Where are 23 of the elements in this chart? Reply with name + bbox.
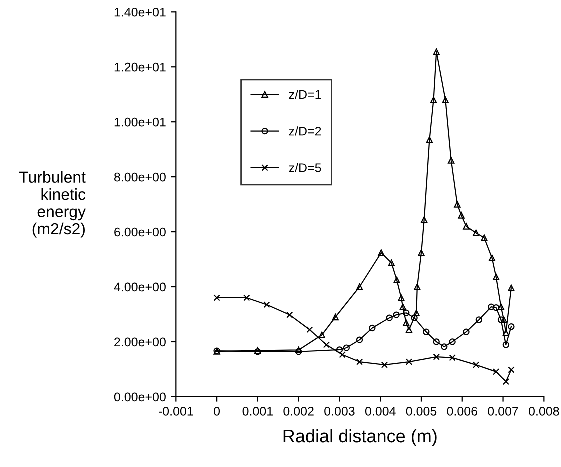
y-tick-label: 2.00e+00 bbox=[114, 338, 166, 347]
x-tick-label: 0.005 bbox=[406, 407, 437, 416]
x-tick-label: 0.002 bbox=[284, 407, 314, 416]
x-tick-label: 0.003 bbox=[324, 407, 355, 416]
y-tick-label: 1.40e+01 bbox=[114, 8, 166, 17]
y-tick-label: 8.00e+00 bbox=[114, 172, 166, 182]
y-tick-label: 0.00e+00 bbox=[114, 392, 166, 402]
x-tick-label: 0.001 bbox=[242, 407, 273, 416]
x-tick-label: -0.001 bbox=[158, 407, 194, 416]
x-axis-title: Radial distance (m) bbox=[284, 429, 437, 446]
y-tick-label: 4.00e+00 bbox=[114, 282, 166, 292]
x-tick-label: 0.008 bbox=[529, 407, 560, 416]
y-tick-label: 6.00e+00 bbox=[114, 228, 166, 237]
x-tick-label: 0.004 bbox=[365, 407, 396, 416]
y-axis-title: Turbulent kinetic energy (m2/s2) bbox=[19, 171, 86, 238]
y-tick-label: 1.00e+01 bbox=[114, 118, 166, 127]
x-tick-label: 0.006 bbox=[447, 407, 478, 416]
x-tick-label: 0.007 bbox=[488, 407, 518, 416]
legend-label: z/D=1 bbox=[289, 90, 322, 100]
x-tick-label: 0 bbox=[214, 407, 220, 416]
legend-label: z/D=2 bbox=[289, 126, 322, 136]
legend-label: z/D=5 bbox=[289, 163, 322, 172]
y-tick-label: 1.20e+01 bbox=[114, 62, 166, 72]
